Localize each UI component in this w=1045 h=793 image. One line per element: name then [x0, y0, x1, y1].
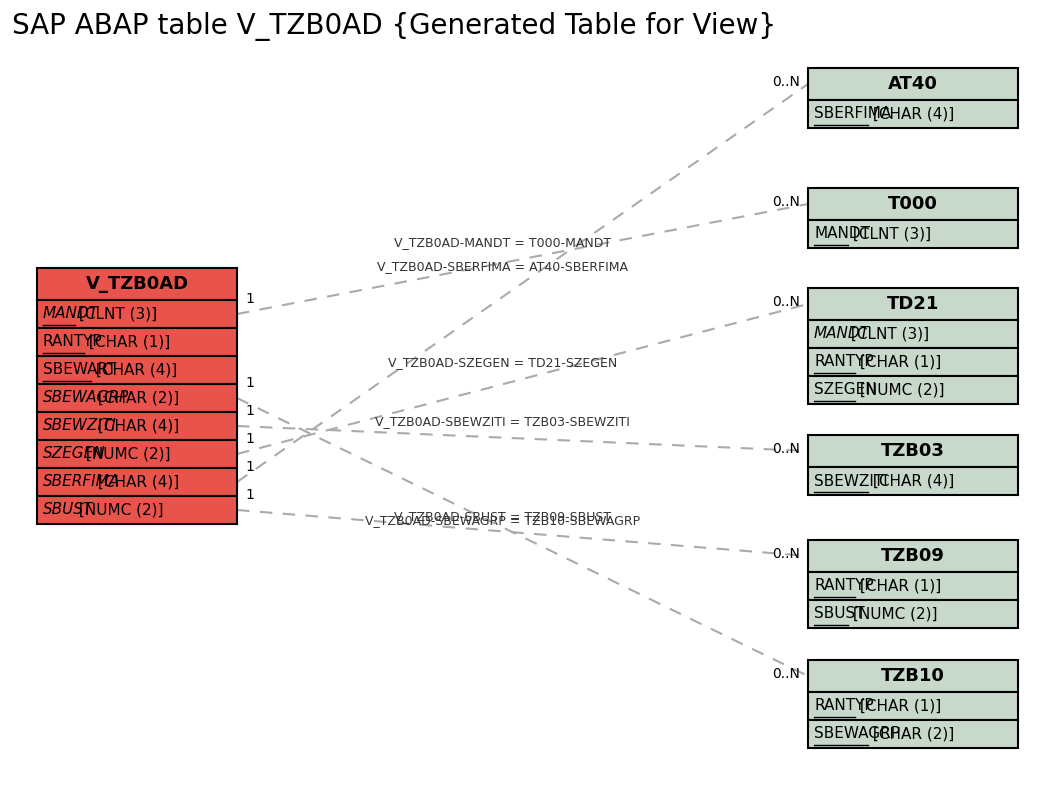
Text: SBEWZITI: SBEWZITI	[43, 419, 117, 434]
Text: 1: 1	[245, 488, 254, 502]
Text: SBEWAGRP: SBEWAGRP	[43, 390, 130, 405]
Bar	[808, 435, 1018, 467]
Text: [CHAR (1)]: [CHAR (1)]	[855, 699, 942, 714]
Text: 0..N: 0..N	[772, 195, 800, 209]
Text: [CHAR (2)]: [CHAR (2)]	[868, 726, 955, 741]
Text: [CHAR (1)]: [CHAR (1)]	[855, 354, 942, 370]
Text: TZB09: TZB09	[881, 547, 945, 565]
Text: [CHAR (1)]: [CHAR (1)]	[855, 579, 942, 593]
Text: RANTYP: RANTYP	[814, 354, 874, 370]
Text: [CLNT (3)]: [CLNT (3)]	[845, 327, 929, 342]
Text: RANTYP: RANTYP	[814, 699, 874, 714]
Text: SBERFIMA: SBERFIMA	[814, 106, 891, 121]
Text: V_TZB0AD-SBEWAGRP = TZB10-SBEWAGRP: V_TZB0AD-SBEWAGRP = TZB10-SBEWAGRP	[365, 514, 640, 527]
Bar	[37, 468, 237, 496]
Text: V_TZB0AD-SBUST = TZB09-SBUST: V_TZB0AD-SBUST = TZB09-SBUST	[394, 510, 611, 523]
Text: 0..N: 0..N	[772, 547, 800, 561]
Text: SBEWAGRP: SBEWAGRP	[814, 726, 900, 741]
Bar	[808, 540, 1018, 572]
Text: 0..N: 0..N	[772, 667, 800, 681]
Bar	[808, 320, 1018, 348]
Text: [CLNT (3)]: [CLNT (3)]	[847, 227, 931, 242]
Bar	[37, 440, 237, 468]
Bar	[808, 348, 1018, 376]
Text: [CHAR (4)]: [CHAR (4)]	[93, 474, 180, 489]
Text: TD21: TD21	[887, 295, 939, 313]
Text: [CHAR (1)]: [CHAR (1)]	[84, 335, 170, 350]
Text: [CHAR (4)]: [CHAR (4)]	[868, 106, 955, 121]
Text: 1: 1	[245, 404, 254, 418]
Text: V_TZB0AD-SZEGEN = TD21-SZEGEN: V_TZB0AD-SZEGEN = TD21-SZEGEN	[388, 356, 618, 369]
Text: SBUST: SBUST	[43, 503, 93, 518]
Text: [CHAR (2)]: [CHAR (2)]	[93, 390, 180, 405]
Text: [NUMC (2)]: [NUMC (2)]	[847, 607, 937, 622]
Bar	[37, 496, 237, 524]
Text: [NUMC (2)]: [NUMC (2)]	[74, 503, 164, 518]
Text: 1: 1	[245, 292, 254, 306]
Bar	[37, 356, 237, 384]
Bar	[37, 300, 237, 328]
Text: SZEGEN: SZEGEN	[43, 446, 106, 462]
Text: MANDT: MANDT	[814, 327, 870, 342]
Bar	[808, 692, 1018, 720]
Text: T000: T000	[888, 195, 938, 213]
Text: [NUMC (2)]: [NUMC (2)]	[855, 382, 945, 397]
Text: RANTYP: RANTYP	[43, 335, 102, 350]
Text: 0..N: 0..N	[772, 295, 800, 309]
Text: SZEGEN: SZEGEN	[814, 382, 877, 397]
Bar	[808, 220, 1018, 248]
Text: SAP ABAP table V_TZB0AD {Generated Table for View}: SAP ABAP table V_TZB0AD {Generated Table…	[11, 12, 776, 41]
Text: [CHAR (4)]: [CHAR (4)]	[868, 473, 955, 488]
Bar	[808, 600, 1018, 628]
Text: V_TZB0AD-SBEWZITI = TZB03-SBEWZITI: V_TZB0AD-SBEWZITI = TZB03-SBEWZITI	[375, 416, 630, 428]
Text: 1: 1	[245, 376, 254, 390]
Bar	[808, 467, 1018, 495]
Text: V_TZB0AD: V_TZB0AD	[86, 275, 188, 293]
Bar	[808, 720, 1018, 748]
Text: SBERFIMA: SBERFIMA	[43, 474, 120, 489]
Bar	[37, 328, 237, 356]
Text: TZB03: TZB03	[881, 442, 945, 460]
Text: 1: 1	[245, 460, 254, 474]
Text: [CHAR (4)]: [CHAR (4)]	[91, 362, 177, 377]
Text: [NUMC (2)]: [NUMC (2)]	[80, 446, 170, 462]
Bar	[37, 412, 237, 440]
Bar	[808, 376, 1018, 404]
Bar	[37, 384, 237, 412]
Text: SBEWZITI: SBEWZITI	[814, 473, 888, 488]
Bar	[808, 660, 1018, 692]
Text: [CHAR (4)]: [CHAR (4)]	[93, 419, 180, 434]
Text: V_TZB0AD-SBERFIMA = AT40-SBERFIMA: V_TZB0AD-SBERFIMA = AT40-SBERFIMA	[377, 260, 628, 273]
Text: 0..N: 0..N	[772, 75, 800, 89]
Text: [CLNT (3)]: [CLNT (3)]	[74, 307, 158, 321]
Bar	[37, 268, 237, 300]
Text: V_TZB0AD-MANDT = T000-MANDT: V_TZB0AD-MANDT = T000-MANDT	[394, 236, 611, 249]
Text: AT40: AT40	[888, 75, 938, 93]
Text: MANDT: MANDT	[814, 227, 870, 242]
Text: 0..N: 0..N	[772, 442, 800, 456]
Bar	[808, 188, 1018, 220]
Text: MANDT: MANDT	[43, 307, 99, 321]
Bar	[808, 288, 1018, 320]
Text: 1: 1	[245, 432, 254, 446]
Text: TZB10: TZB10	[881, 667, 945, 685]
Bar	[808, 100, 1018, 128]
Text: SBEWART: SBEWART	[43, 362, 116, 377]
Bar	[808, 68, 1018, 100]
Bar	[808, 572, 1018, 600]
Text: RANTYP: RANTYP	[814, 579, 874, 593]
Text: SBUST: SBUST	[814, 607, 864, 622]
